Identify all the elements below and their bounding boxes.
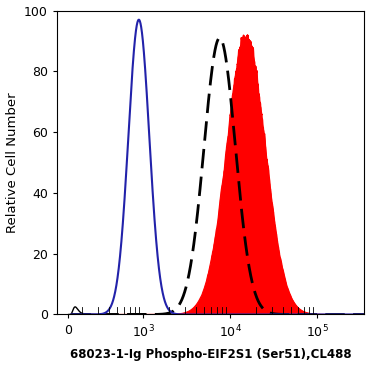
X-axis label: 68023-1-Ig Phospho-EIF2S1 (Ser51),CL488: 68023-1-Ig Phospho-EIF2S1 (Ser51),CL488 [70, 348, 351, 361]
Y-axis label: Relative Cell Number: Relative Cell Number [6, 92, 18, 233]
